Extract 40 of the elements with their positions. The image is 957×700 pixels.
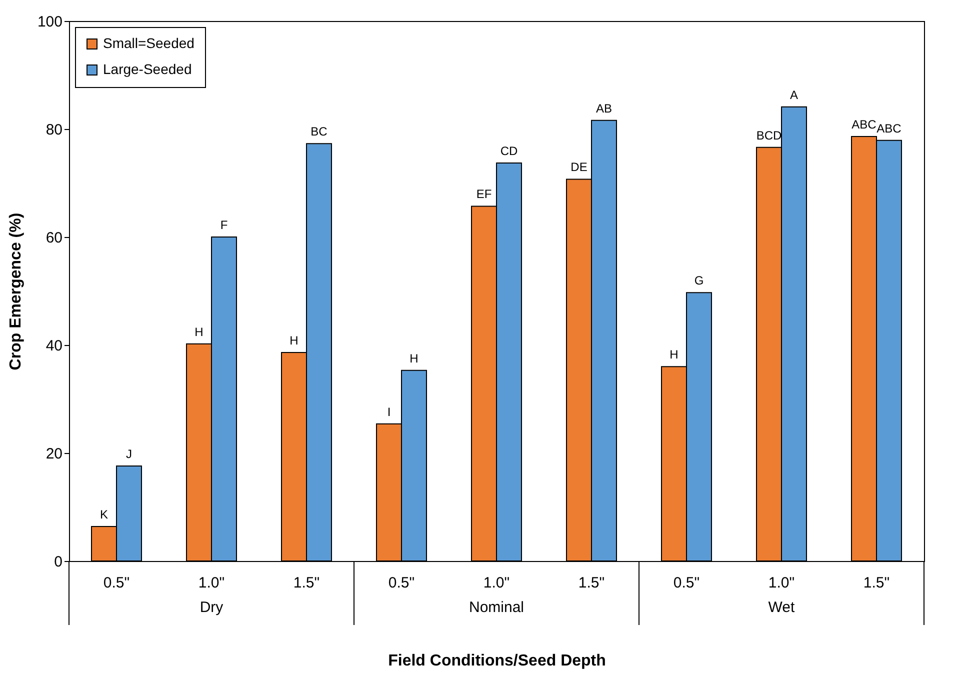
y-tick-label: 0 [54, 554, 62, 570]
x-tick-label: 1.0" [198, 574, 225, 592]
y-tick-label: 20 [46, 446, 62, 462]
y-tick-label: 40 [46, 338, 62, 354]
data-label: BC [310, 124, 328, 139]
legend-label: Small=Seeded [103, 35, 194, 51]
x-tick-label: 1.5" [578, 574, 605, 592]
data-label: H [194, 324, 204, 339]
data-label: DE [570, 160, 588, 174]
y-tick-label: 80 [46, 122, 62, 138]
data-label: G [694, 274, 704, 288]
x-tick-label: 1.0" [483, 574, 510, 592]
text: Nominal [468, 599, 524, 616]
x-tick-label: 0.5" [673, 574, 700, 592]
x-tick-label: 0.5" [103, 574, 130, 592]
x-tick-label: 0.5" [388, 574, 415, 592]
data-label: J [126, 446, 132, 461]
data-label: H [670, 348, 678, 362]
data-label: CD [500, 144, 518, 158]
y-tick-label: 60 [46, 230, 62, 246]
data-label: ABC [876, 121, 902, 136]
data-label: EF [476, 187, 492, 202]
text: Dry [200, 599, 224, 616]
data-label: AB [596, 101, 612, 116]
legend-label: Large-Seeded [103, 61, 192, 77]
data-label: K [100, 507, 108, 522]
x-tick-label: 1.5" [293, 574, 320, 592]
x-axis-title: Field Conditions/Seed Depth [388, 652, 606, 670]
data-label: I [387, 404, 391, 419]
text: Wet [768, 599, 796, 616]
x-tick-label: 1.0" [768, 574, 795, 592]
data-label: ABC [852, 118, 877, 132]
y-axis-title: Crop Emergence (%) [7, 212, 24, 370]
y-tick-label: 100 [37, 14, 62, 30]
data-label: F [220, 218, 228, 232]
data-label: H [410, 351, 418, 366]
data-label: A [790, 88, 798, 102]
data-label: H [290, 334, 298, 348]
data-label: BCD [756, 128, 782, 142]
x-tick-label: 1.5" [863, 574, 890, 592]
